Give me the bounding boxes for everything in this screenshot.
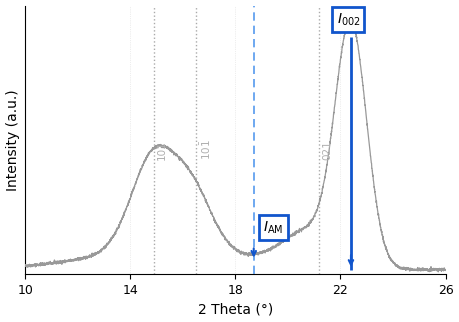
Text: 101: 101 [157,140,167,160]
Text: $I_{\mathrm{AM}}$: $I_{\mathrm{AM}}$ [263,219,284,236]
Text: 021: 021 [323,140,333,160]
Text: $I_{002}$: $I_{002}$ [336,12,360,28]
Text: 10$\bar{1}$: 10$\bar{1}$ [199,139,213,160]
Y-axis label: Intensity (a.u.): Intensity (a.u.) [6,89,20,191]
X-axis label: 2 Theta (°): 2 Theta (°) [198,302,273,317]
